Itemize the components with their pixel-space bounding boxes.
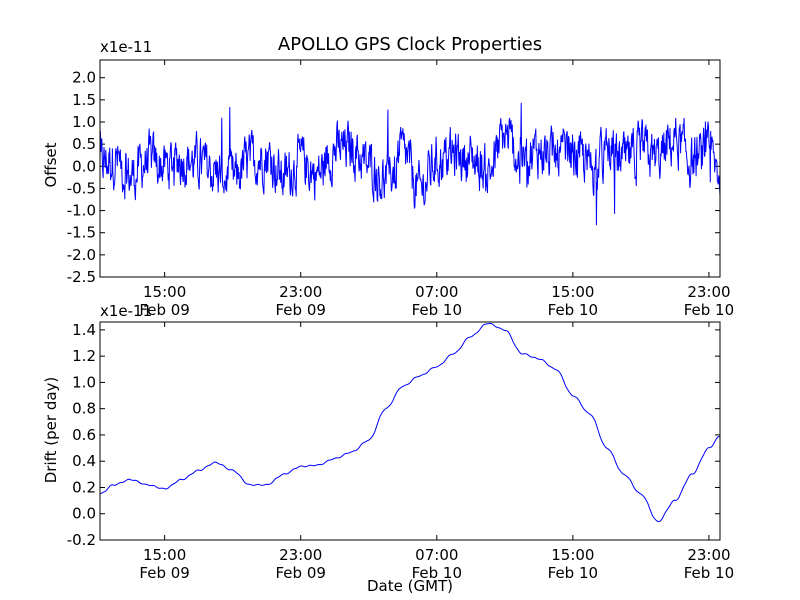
drift-y-tick-label: 0.2 — [72, 478, 96, 496]
offset-y-tick-label: -1.5 — [67, 224, 96, 242]
drift-x-tick-date: Feb 10 — [548, 564, 598, 582]
offset-y-tick-label: -0.5 — [67, 179, 96, 197]
drift-y-axis-label: Drift (per day) — [42, 377, 60, 484]
drift-x-tick-time: 07:00 — [415, 546, 458, 564]
drift-y-tick-label: 0.4 — [72, 452, 96, 470]
offset-x-tick-date: Feb 10 — [412, 301, 462, 319]
offset-x-tick-time: 15:00 — [143, 283, 186, 301]
drift-x-tick-date: Feb 10 — [684, 564, 734, 582]
offset-y-tick-label: 0.0 — [72, 157, 96, 175]
offset-x-tick-date: Feb 09 — [276, 301, 326, 319]
offset-y-tick-label: 2.0 — [72, 69, 96, 87]
offset-y-tick-label: 0.5 — [72, 135, 96, 153]
offset-plot-frame — [99, 59, 721, 278]
drift-x-tick-time: 23:00 — [687, 546, 730, 564]
offset-y-tick-label: 1.5 — [72, 91, 96, 109]
drift-y-tick-label: 0.8 — [72, 400, 96, 418]
offset-y-axis-label: Offset — [42, 142, 60, 187]
x-axis-label: Date (GMT) — [367, 577, 453, 595]
offset-x-tick-date: Feb 10 — [684, 301, 734, 319]
drift-x-tick-date: Feb 09 — [276, 564, 326, 582]
drift-x-tick-time: 15:00 — [551, 546, 594, 564]
offset-y-tick-label: -2.0 — [67, 246, 96, 264]
drift-plot-frame — [99, 321, 721, 541]
offset-series-line — [99, 102, 721, 226]
offset-x-tick-date: Feb 10 — [548, 301, 598, 319]
drift-series-line — [99, 322, 720, 523]
chart-title: APOLLO GPS Clock Properties — [278, 34, 542, 55]
drift-x-tick-date: Feb 10 — [412, 564, 462, 582]
offset-y-tick-label: 1.0 — [72, 113, 96, 131]
drift-y-tick-label: 1.2 — [72, 347, 96, 365]
offset-panel: APOLLO GPS Clock Properties x1e-11 Offse… — [42, 34, 734, 319]
offset-y-tick-label: -1.0 — [67, 202, 96, 220]
drift-panel: x1e-11 Drift (per day) Date (GMT) 1.4 1.2… — [42, 302, 734, 595]
drift-y-tick-label: 1.0 — [72, 373, 96, 391]
drift-scale-label: x1e-11 — [100, 302, 152, 320]
offset-scale-label: x1e-11 — [100, 38, 152, 56]
drift-x-tick-time: 15:00 — [143, 546, 186, 564]
drift-x-tick-date: Feb 09 — [139, 564, 189, 582]
drift-x-tick-time: 23:00 — [279, 546, 322, 564]
drift-y-tick-label: 1.4 — [72, 321, 96, 339]
offset-x-tick-time: 07:00 — [415, 283, 458, 301]
offset-y-tick-label: -2.5 — [67, 268, 96, 286]
offset-x-tick-time: 23:00 — [687, 283, 730, 301]
offset-axis-ticks: 2.0 1.5 1.0 0.5 0.0 -0.5 -1.0 -1.5 -2.0 -2.5 15:00… — [67, 60, 734, 319]
drift-y-tick-label: 0.6 — [72, 426, 96, 444]
offset-x-tick-date: Feb 09 — [139, 301, 189, 319]
drift-y-tick-label: 0.0 — [72, 505, 96, 523]
drift-y-tick-label: -0.2 — [67, 531, 96, 549]
offset-x-tick-time: 23:00 — [279, 283, 322, 301]
offset-x-tick-time: 15:00 — [551, 283, 594, 301]
